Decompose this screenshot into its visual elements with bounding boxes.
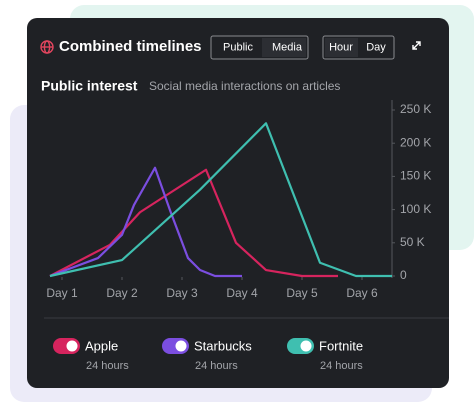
- legend-period: 24 hours: [86, 360, 129, 372]
- legend-period: 24 hours: [195, 360, 238, 372]
- legend-label: Fortnite: [319, 338, 363, 353]
- toggle-knob: [175, 340, 187, 352]
- legend-label: Apple: [85, 338, 118, 353]
- y-tick-label: 100 K: [400, 202, 431, 216]
- card-title: Combined timelines: [59, 38, 202, 55]
- legend-label: Starbucks: [194, 338, 252, 353]
- tab-active: [262, 38, 306, 57]
- x-tick-label: Day 5: [286, 286, 318, 300]
- globe-icon: [40, 40, 54, 54]
- y-tick-label: 250 K: [400, 102, 431, 116]
- chart-subtitle: Social media interactions on articles: [149, 79, 340, 93]
- tab[interactable]: Public: [223, 41, 253, 53]
- x-tick-label: Day 1: [46, 286, 78, 300]
- x-tick-label: Day 6: [346, 286, 378, 300]
- x-tick-label: Day 4: [226, 286, 258, 300]
- series-line: [49, 168, 338, 278]
- toggle-knob: [66, 340, 78, 352]
- card: [27, 18, 449, 388]
- y-tick-label: 150 K: [400, 169, 431, 183]
- y-tick-label: 0: [400, 268, 407, 282]
- y-tick-label: 200 K: [400, 135, 431, 149]
- tab-active: [325, 38, 358, 57]
- y-tick-label: 50 K: [400, 235, 425, 249]
- tab[interactable]: Media: [272, 41, 303, 53]
- series-line: [49, 122, 392, 278]
- x-tick-label: Day 3: [166, 286, 198, 300]
- x-tick-label: Day 2: [106, 286, 138, 300]
- legend-period: 24 hours: [320, 360, 363, 372]
- toggle-knob: [300, 340, 312, 352]
- tab-group: [210, 35, 309, 60]
- chart-title: Public interest: [41, 78, 138, 94]
- tab[interactable]: Hour: [329, 41, 353, 53]
- expand-icon[interactable]: [412, 41, 421, 50]
- series-line: [49, 166, 242, 278]
- tab[interactable]: Day: [366, 41, 386, 53]
- tab-group: [322, 35, 395, 60]
